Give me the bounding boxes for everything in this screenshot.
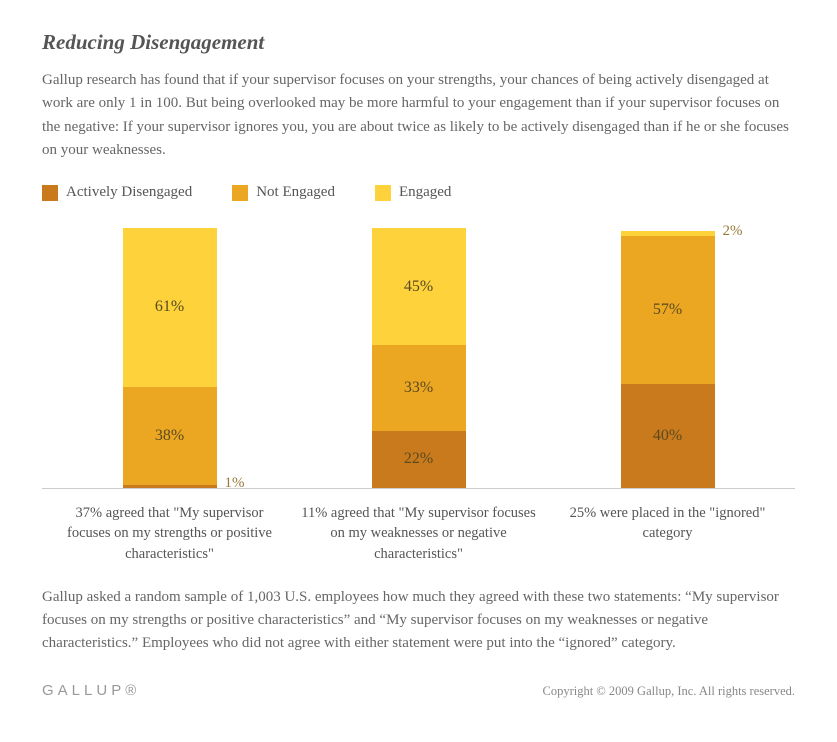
chart-title: Reducing Disengagement xyxy=(42,30,795,55)
bar-segment: 33% xyxy=(372,345,466,431)
stacked-bar: 40%57%2% xyxy=(621,231,715,488)
bar-value-label: 1% xyxy=(225,475,245,492)
intro-paragraph: Gallup research has found that if your s… xyxy=(42,69,795,162)
legend-item: Engaged xyxy=(375,184,451,201)
legend-label: Engaged xyxy=(399,184,451,201)
legend-swatch xyxy=(42,185,58,201)
legend-item: Actively Disengaged xyxy=(42,184,192,201)
bar-segment: 57% xyxy=(621,236,715,384)
legend-label: Actively Disengaged xyxy=(66,184,192,201)
bar-group: 22%33%45% xyxy=(301,229,536,488)
bar-segment xyxy=(123,485,217,488)
legend-swatch xyxy=(232,185,248,201)
x-axis-labels: 37% agreed that "My supervisor focuses o… xyxy=(42,495,795,564)
stacked-bar: 1%38%61% xyxy=(123,228,217,488)
legend-item: Not Engaged xyxy=(232,184,335,201)
bar-segment: 45% xyxy=(372,228,466,345)
bar-segment: 22% xyxy=(372,431,466,488)
stacked-bar-chart: 1%38%61%22%33%45%40%57%2% xyxy=(42,229,795,489)
copyright-text: Copyright © 2009 Gallup, Inc. All rights… xyxy=(542,684,795,699)
bar-group: 40%57%2% xyxy=(550,229,785,488)
bar-segment: 61% xyxy=(123,228,217,387)
footer: GALLUP® Copyright © 2009 Gallup, Inc. Al… xyxy=(42,682,795,699)
bar-value-label: 2% xyxy=(723,223,743,240)
legend: Actively Disengaged Not Engaged Engaged xyxy=(42,184,795,201)
x-axis-label: 37% agreed that "My supervisor focuses o… xyxy=(52,503,287,564)
x-axis-label: 25% were placed in the "ignored" categor… xyxy=(550,503,785,564)
bar-group: 1%38%61% xyxy=(52,229,287,488)
bar-segment: 40% xyxy=(621,384,715,488)
legend-swatch xyxy=(375,185,391,201)
legend-label: Not Engaged xyxy=(256,184,335,201)
footnote-paragraph: Gallup asked a random sample of 1,003 U.… xyxy=(42,586,795,656)
bar-segment: 38% xyxy=(123,387,217,486)
brand-logo: GALLUP® xyxy=(42,682,140,699)
stacked-bar: 22%33%45% xyxy=(372,228,466,488)
x-axis-label: 11% agreed that "My supervisor focuses o… xyxy=(301,503,536,564)
